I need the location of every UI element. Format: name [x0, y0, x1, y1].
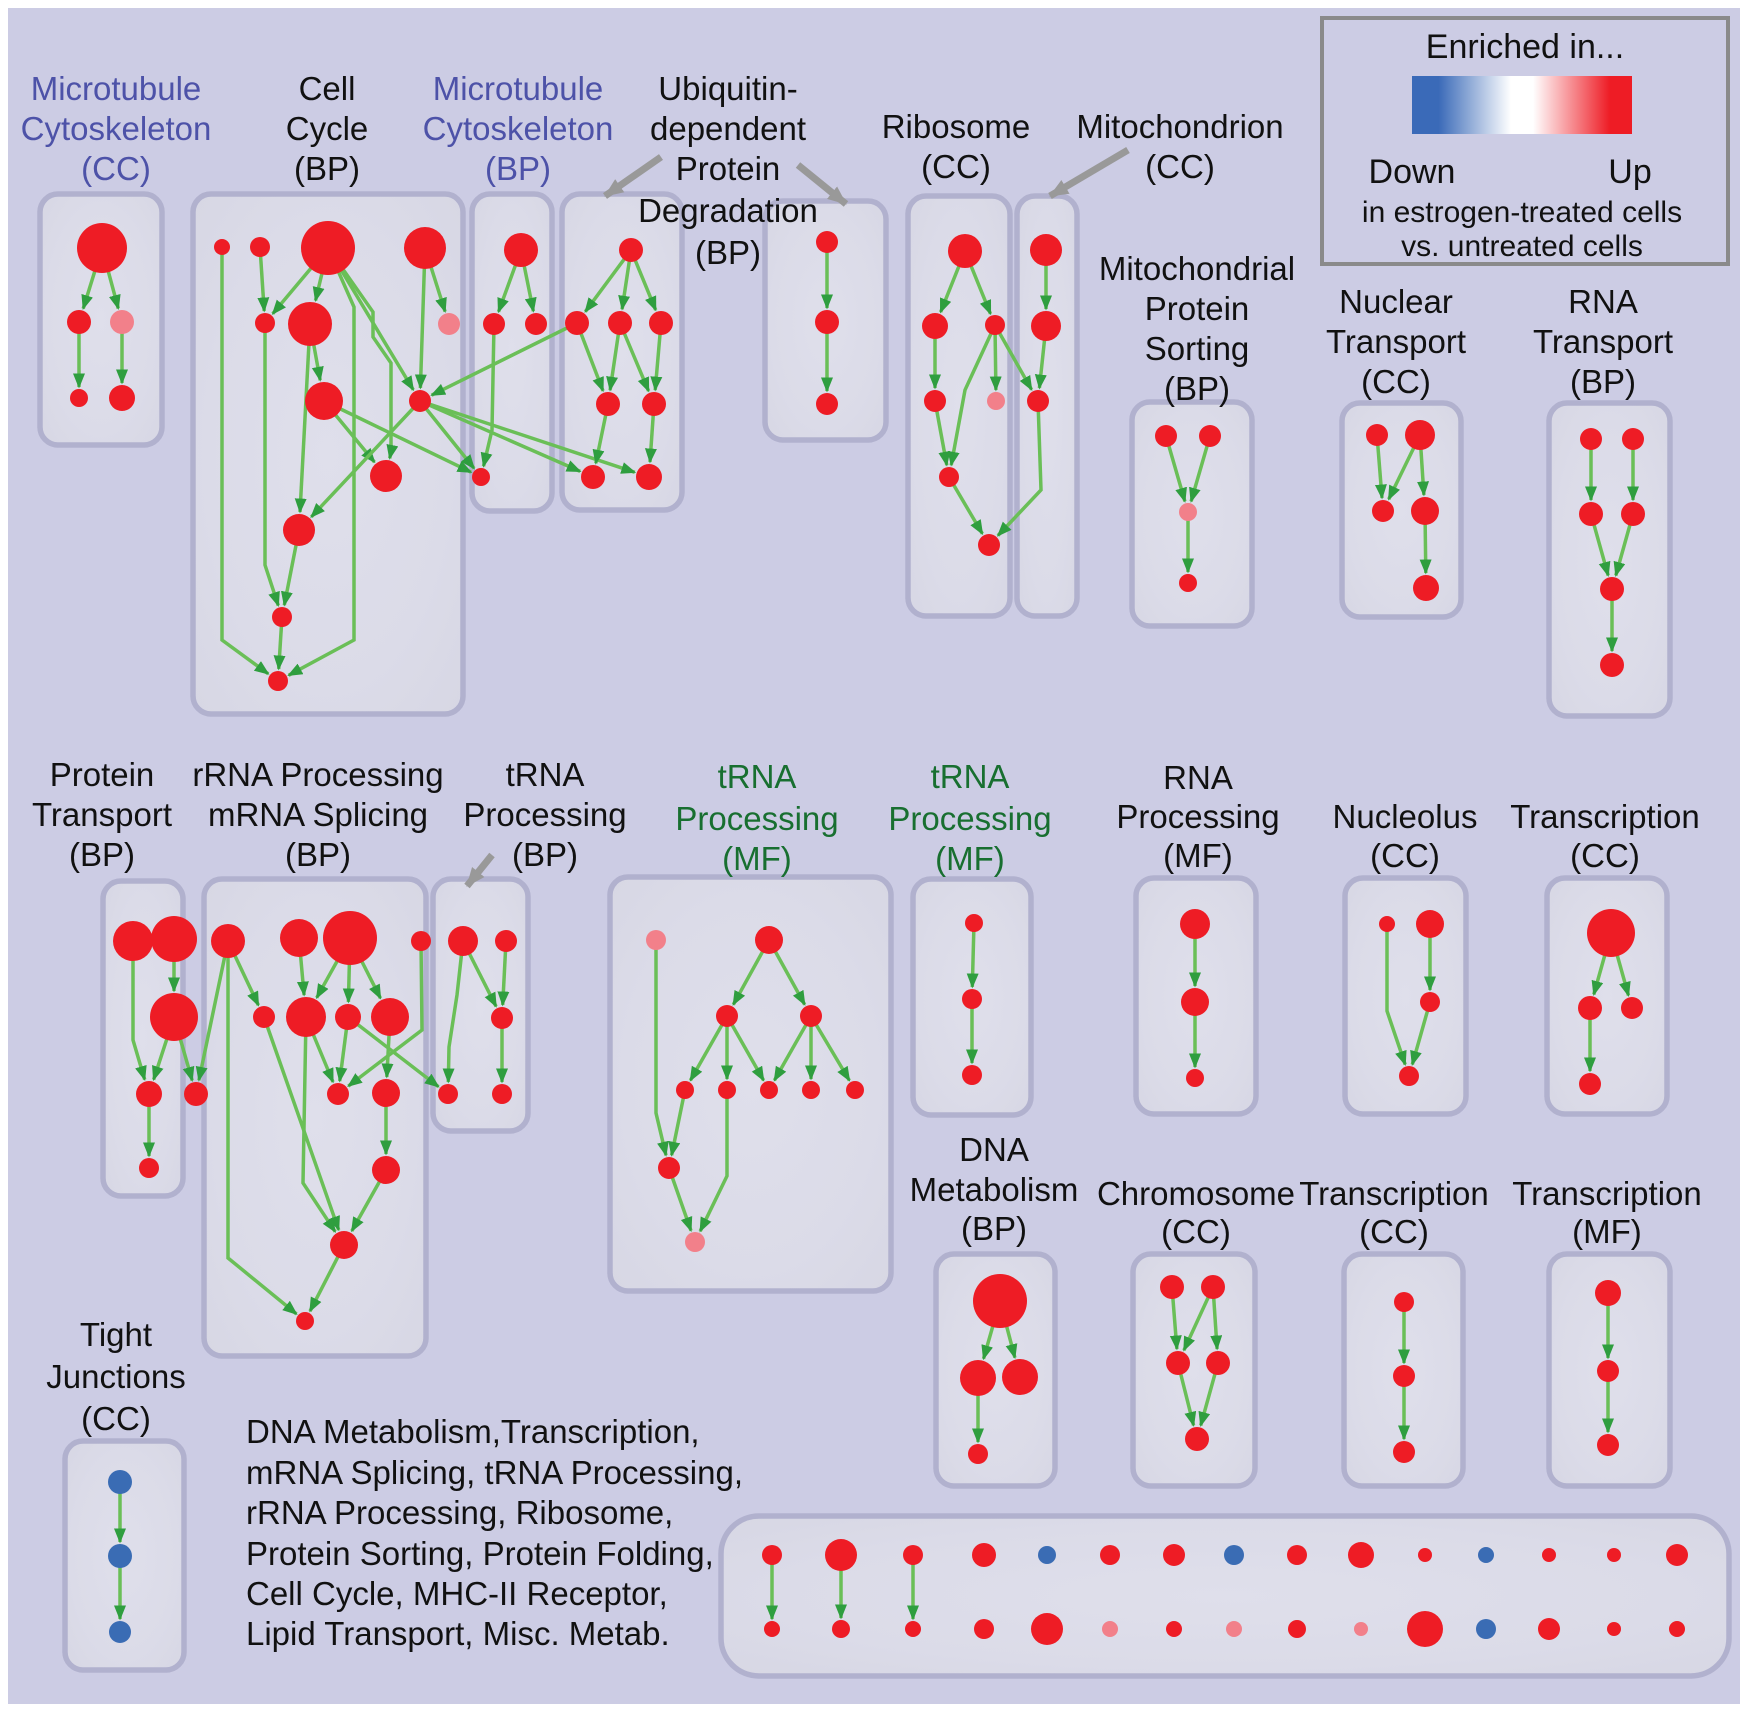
svg-text:Microtubule: Microtubule	[31, 70, 202, 107]
svg-text:Cell Cycle, MHC-II Receptor,: Cell Cycle, MHC-II Receptor,	[246, 1575, 668, 1612]
svg-text:DNA: DNA	[959, 1131, 1029, 1168]
svg-text:(BP): (BP)	[512, 836, 578, 873]
svg-text:Transcription: Transcription	[1512, 1175, 1702, 1212]
svg-text:mRNA Splicing: mRNA Splicing	[208, 796, 428, 833]
svg-text:Enriched in...: Enriched in...	[1426, 28, 1624, 66]
svg-text:(MF): (MF)	[722, 840, 792, 877]
svg-text:rRNA Processing, Ribosome,: rRNA Processing, Ribosome,	[246, 1494, 673, 1531]
svg-text:Microtubule: Microtubule	[433, 70, 604, 107]
svg-text:Cycle: Cycle	[286, 110, 369, 147]
svg-text:(MF): (MF)	[1572, 1213, 1642, 1250]
svg-text:Sorting: Sorting	[1145, 330, 1250, 367]
svg-text:(BP): (BP)	[485, 150, 551, 187]
svg-text:in estrogen-treated cells: in estrogen-treated cells	[1362, 196, 1682, 229]
svg-text:Mitochondrion: Mitochondrion	[1076, 108, 1283, 145]
svg-text:Transport: Transport	[1533, 323, 1673, 360]
svg-text:RNA: RNA	[1568, 283, 1638, 320]
svg-text:tRNA: tRNA	[718, 758, 797, 795]
svg-text:Nuclear: Nuclear	[1339, 283, 1453, 320]
svg-text:(MF): (MF)	[935, 840, 1005, 877]
svg-text:DNA Metabolism,Transcription,: DNA Metabolism,Transcription,	[246, 1413, 700, 1450]
svg-text:Metabolism: Metabolism	[910, 1171, 1079, 1208]
svg-text:Cell: Cell	[299, 70, 356, 107]
svg-text:Protein: Protein	[50, 756, 155, 793]
svg-text:rRNA Processing: rRNA Processing	[192, 756, 443, 793]
svg-text:(BP): (BP)	[695, 234, 761, 271]
svg-text:(MF): (MF)	[1163, 837, 1233, 874]
svg-text:(BP): (BP)	[1164, 370, 1230, 407]
svg-text:(CC): (CC)	[81, 150, 151, 187]
svg-text:Transport: Transport	[1326, 323, 1466, 360]
svg-text:Junctions: Junctions	[46, 1358, 185, 1395]
svg-text:tRNA: tRNA	[506, 756, 585, 793]
svg-text:(BP): (BP)	[1570, 363, 1636, 400]
svg-text:Nucleolus: Nucleolus	[1333, 798, 1478, 835]
svg-text:Ribosome: Ribosome	[882, 108, 1031, 145]
svg-text:(CC): (CC)	[1359, 1213, 1429, 1250]
svg-text:Up: Up	[1608, 153, 1651, 191]
svg-text:(CC): (CC)	[1370, 837, 1440, 874]
svg-text:Cytoskeleton: Cytoskeleton	[423, 110, 614, 147]
svg-text:Cytoskeleton: Cytoskeleton	[21, 110, 212, 147]
svg-text:Lipid Transport, Misc. Metab.: Lipid Transport, Misc. Metab.	[246, 1615, 670, 1652]
svg-text:(BP): (BP)	[69, 836, 135, 873]
svg-text:Transcription: Transcription	[1510, 798, 1700, 835]
svg-text:Protein: Protein	[676, 150, 781, 187]
svg-text:(BP): (BP)	[961, 1210, 1027, 1247]
svg-text:vs. untreated cells: vs. untreated cells	[1401, 230, 1643, 263]
svg-text:(CC): (CC)	[1161, 1213, 1231, 1250]
svg-text:Transport: Transport	[32, 796, 172, 833]
svg-text:(BP): (BP)	[285, 836, 351, 873]
svg-text:Protein: Protein	[1145, 290, 1250, 327]
svg-text:(CC): (CC)	[1361, 363, 1431, 400]
svg-text:Processing: Processing	[463, 796, 626, 833]
svg-text:RNA: RNA	[1163, 759, 1233, 796]
svg-text:Ubiquitin-: Ubiquitin-	[658, 70, 797, 107]
svg-text:(CC): (CC)	[1570, 837, 1640, 874]
svg-text:tRNA: tRNA	[931, 758, 1010, 795]
svg-text:(CC): (CC)	[921, 148, 991, 185]
svg-text:Tight: Tight	[80, 1316, 152, 1353]
svg-text:dependent: dependent	[650, 110, 806, 147]
svg-text:Transcription: Transcription	[1299, 1175, 1489, 1212]
svg-text:Processing: Processing	[1116, 798, 1279, 835]
svg-text:Mitochondrial: Mitochondrial	[1099, 250, 1295, 287]
svg-text:Processing: Processing	[888, 800, 1051, 837]
svg-text:Protein Sorting, Protein Foldi: Protein Sorting, Protein Folding,	[246, 1535, 714, 1572]
svg-text:Chromosome: Chromosome	[1097, 1175, 1295, 1212]
svg-text:(CC): (CC)	[81, 1400, 151, 1437]
svg-text:mRNA Splicing, tRNA Processing: mRNA Splicing, tRNA Processing,	[246, 1454, 743, 1491]
svg-text:(CC): (CC)	[1145, 148, 1215, 185]
svg-text:(BP): (BP)	[294, 150, 360, 187]
svg-text:Down: Down	[1369, 153, 1456, 191]
svg-text:Processing: Processing	[675, 800, 838, 837]
svg-text:Degradation: Degradation	[638, 192, 818, 229]
